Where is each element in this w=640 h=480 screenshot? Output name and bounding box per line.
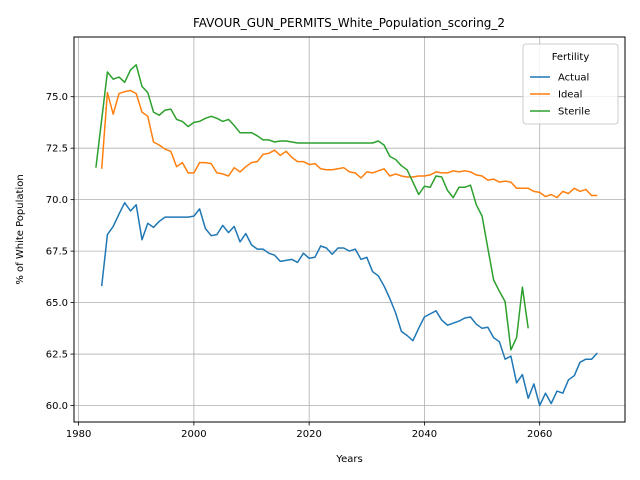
series-lines <box>95 64 598 407</box>
y-tick-label: 75.0 <box>46 92 68 103</box>
x-axis-label: Years <box>335 454 362 465</box>
y-tick-label: 65.0 <box>46 298 68 309</box>
legend-label-ideal: Ideal <box>558 90 582 101</box>
series-line-actual <box>100 201 598 407</box>
series-line-ideal <box>100 89 598 199</box>
legend-box <box>522 43 619 125</box>
y-tick-label: 67.5 <box>46 247 68 258</box>
plot-frame <box>73 36 626 423</box>
y-axis-ticks: 60.0 62.5 65.0 67.5 70.0 72.5 75.0 <box>46 92 74 412</box>
y-tick-label: 60.0 <box>46 401 68 412</box>
x-tick-label: 2040 <box>412 429 437 440</box>
y-tick-label: 72.5 <box>46 144 68 155</box>
legend: Fertility Actual Ideal Sterile <box>522 43 619 125</box>
y-tick-label: 62.5 <box>46 350 68 361</box>
legend-items: Actual Ideal Sterile <box>530 73 590 118</box>
legend-label-actual: Actual <box>558 73 589 84</box>
chart-title: FAVOUR_GUN_PERMITS_White_Population_scor… <box>193 16 505 30</box>
x-tick-label: 1980 <box>66 429 91 440</box>
x-tick-label: 2000 <box>181 429 206 440</box>
legend-title: Fertility <box>552 52 590 63</box>
y-axis-label: % of White Population <box>15 174 26 284</box>
series-line-sterile <box>95 64 529 351</box>
x-axis-ticks: 1980 2000 2020 2040 2060 <box>66 422 552 440</box>
y-tick-label: 70.0 <box>46 195 68 206</box>
grid-lines <box>74 37 625 422</box>
x-tick-label: 2020 <box>296 429 321 440</box>
legend-label-sterile: Sterile <box>558 107 590 118</box>
x-tick-label: 2060 <box>527 429 552 440</box>
